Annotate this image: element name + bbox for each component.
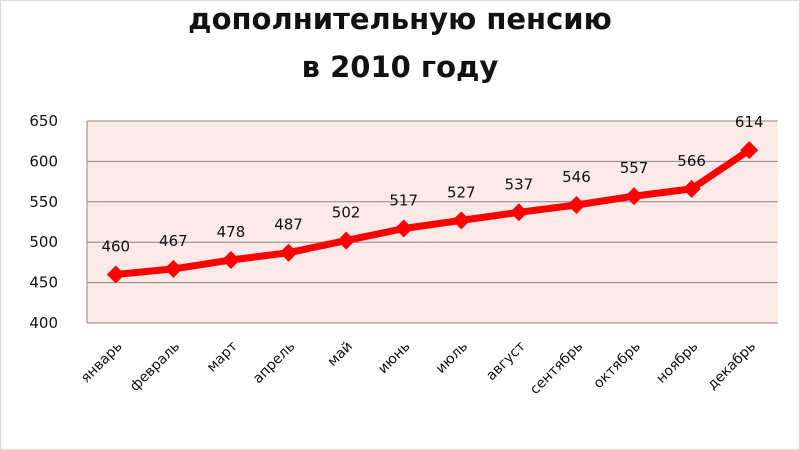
data-marker bbox=[452, 211, 471, 230]
series-markers bbox=[106, 141, 759, 284]
data-marker bbox=[164, 259, 183, 278]
data-label: 478 bbox=[217, 223, 246, 241]
y-tick-label: 500 bbox=[29, 233, 58, 251]
y-tick-label: 650 bbox=[29, 112, 58, 130]
data-marker bbox=[567, 196, 586, 215]
x-category-label: август bbox=[483, 339, 528, 384]
x-category-label: январь bbox=[78, 339, 126, 387]
data-label: 614 bbox=[735, 113, 764, 131]
x-category-label: июнь bbox=[375, 339, 413, 377]
gridlines bbox=[86, 120, 778, 324]
data-label: 502 bbox=[332, 204, 361, 222]
data-label: 487 bbox=[274, 216, 303, 234]
x-category-label: декабрь bbox=[705, 339, 760, 394]
chart-title-line-2: в 2010 году bbox=[301, 50, 499, 84]
data-marker bbox=[221, 250, 240, 269]
y-axis-ticks: 400 450 500 550 600 650 bbox=[29, 112, 58, 332]
x-axis-categories: январь февраль март апрель май июнь июль август… bbox=[78, 339, 759, 398]
data-marker bbox=[337, 231, 356, 250]
x-category-label: ноябрь bbox=[653, 339, 701, 387]
data-label: 527 bbox=[447, 183, 476, 201]
data-label: 460 bbox=[101, 238, 130, 256]
data-marker bbox=[106, 265, 125, 284]
x-category-label: октябрь bbox=[591, 339, 644, 392]
data-marker bbox=[625, 187, 644, 206]
x-category-label: март bbox=[204, 339, 241, 376]
data-marker bbox=[740, 141, 759, 160]
series-line bbox=[112, 146, 753, 278]
data-label: 546 bbox=[562, 168, 591, 186]
data-marker bbox=[682, 179, 701, 198]
data-marker bbox=[394, 219, 413, 238]
data-label: 557 bbox=[620, 159, 649, 177]
data-labels: 460 467 478 487 502 517 527 537 546 557 566 614 bbox=[101, 113, 763, 255]
y-tick-label: 450 bbox=[29, 274, 58, 292]
data-marker bbox=[279, 243, 298, 262]
y-tick-label: 400 bbox=[29, 314, 58, 332]
chart-title-line-1: дополнительную пенсию bbox=[188, 2, 612, 36]
data-label: 467 bbox=[159, 232, 188, 250]
x-category-label: май bbox=[325, 339, 356, 370]
y-tick-label: 550 bbox=[29, 193, 58, 211]
data-marker bbox=[509, 203, 528, 222]
x-category-label: сентябрь bbox=[527, 339, 586, 398]
x-category-label: февраль bbox=[127, 339, 183, 395]
series-polyline bbox=[112, 146, 753, 278]
x-category-label: июль bbox=[433, 339, 471, 377]
data-label: 566 bbox=[677, 152, 706, 170]
data-label: 537 bbox=[505, 175, 534, 193]
x-category-label: апрель bbox=[250, 339, 298, 387]
y-tick-label: 600 bbox=[29, 152, 58, 170]
data-label: 517 bbox=[389, 191, 418, 209]
